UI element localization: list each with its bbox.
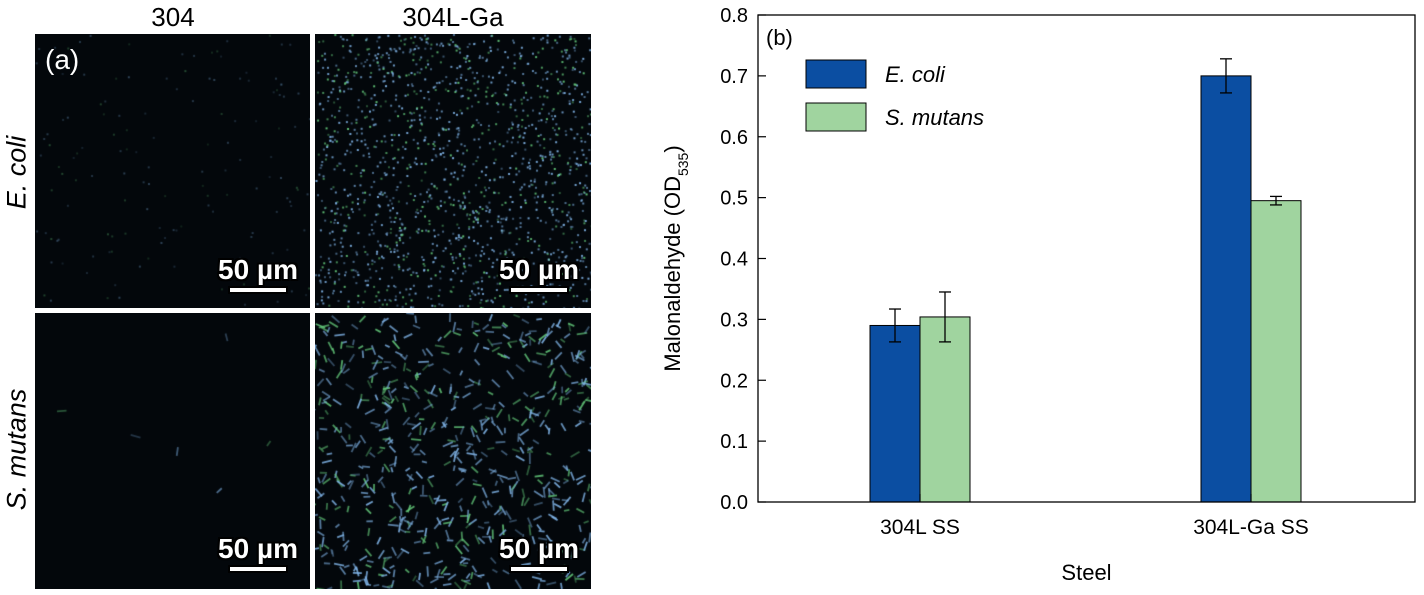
scale-bar-line xyxy=(511,567,567,571)
fluorescence-image xyxy=(315,313,591,589)
scale-bar: 50 µm xyxy=(494,535,584,571)
y-tick-label: 0.8 xyxy=(720,5,748,27)
plot-frame xyxy=(757,14,1416,503)
y-tick-label: 0.4 xyxy=(720,249,748,271)
y-axis-ticks: 0.0 0.1 0.2 0.3 0.4 0.5 0.6 0.7 0.8 xyxy=(720,5,766,514)
x-axis-title: Steel xyxy=(1061,560,1111,585)
y-axis-title-end: ) xyxy=(660,145,685,152)
y-tick-label: 0.7 xyxy=(720,66,748,88)
scale-bar: 50 µm xyxy=(213,535,303,571)
y-axis-title-main: Malonaldehyde (OD xyxy=(660,176,685,372)
scale-bar-line xyxy=(230,288,286,292)
micrograph-304l-ga-s-mutans: 50 µm xyxy=(315,313,591,589)
scale-bar-label: 50 µm xyxy=(499,533,579,564)
scale-bar-line xyxy=(230,567,286,571)
legend-swatch-s-mutans xyxy=(805,102,867,132)
y-tick-label: 0.2 xyxy=(720,370,748,392)
micrograph-304-s-mutans: 50 µm xyxy=(35,313,310,589)
row-header-s-mutans: S. mutans xyxy=(1,388,32,511)
scale-bar-line xyxy=(511,288,567,292)
y-axis-title: Malonaldehyde (OD535) xyxy=(660,145,691,371)
y-tick-label: 0.1 xyxy=(720,431,748,453)
micrograph-304l-ga-e-coli: 50 µm xyxy=(315,34,591,308)
scale-bar-label: 50 µm xyxy=(218,254,298,285)
panel-label-b: (b) xyxy=(766,25,793,50)
x-tick-label: 304L-Ga SS xyxy=(1193,516,1309,539)
y-axis-title-subscript: 535 xyxy=(675,152,691,176)
x-axis-tick-labels: 304L SS 304L-Ga SS xyxy=(880,494,1309,539)
scale-bar-label: 50 µm xyxy=(218,533,298,564)
legend-label-e-coli: E. coli xyxy=(885,62,946,87)
bar xyxy=(1250,200,1302,503)
bar xyxy=(869,324,921,503)
bar xyxy=(919,316,971,503)
y-tick-label: 0.3 xyxy=(720,309,748,331)
micrograph-304-e-coli: (a) 50 µm xyxy=(35,34,310,308)
y-tick-label: 0.0 xyxy=(720,492,748,514)
bar-chart-panel: 0.0 0.1 0.2 0.3 0.4 0.5 0.6 0.7 0.8 304L SS 304L-… xyxy=(640,0,1424,590)
bars xyxy=(869,75,1302,503)
fluorescence-image xyxy=(35,34,310,308)
bar-chart: 0.0 0.1 0.2 0.3 0.4 0.5 0.6 0.7 0.8 304L SS 304L-… xyxy=(660,5,1416,585)
row-header-e-coli: E. coli xyxy=(1,135,32,210)
legend-swatch-e-coli xyxy=(805,59,867,89)
fluorescence-image xyxy=(315,34,591,308)
error-bars xyxy=(889,58,1282,343)
legend-label-s-mutans: S. mutans xyxy=(885,105,984,130)
y-tick-label: 0.5 xyxy=(720,188,748,210)
column-header-304l-ga: 304L-Ga xyxy=(402,2,504,32)
y-tick-label: 0.6 xyxy=(720,127,748,149)
panel-label-a: (a) xyxy=(45,44,80,75)
scale-bar: 50 µm xyxy=(213,256,303,292)
column-header-304: 304 xyxy=(151,2,195,32)
micrograph-panel: 304 304L-Ga E. coli S. mutans (a) 50 µm … xyxy=(0,0,600,590)
legend: E. coli S. mutans xyxy=(805,59,984,132)
x-tick-label: 304L SS xyxy=(880,516,960,539)
scale-bar: 50 µm xyxy=(494,256,584,292)
bar xyxy=(1200,75,1252,503)
scale-bar-label: 50 µm xyxy=(499,254,579,285)
fluorescence-image xyxy=(35,313,310,589)
